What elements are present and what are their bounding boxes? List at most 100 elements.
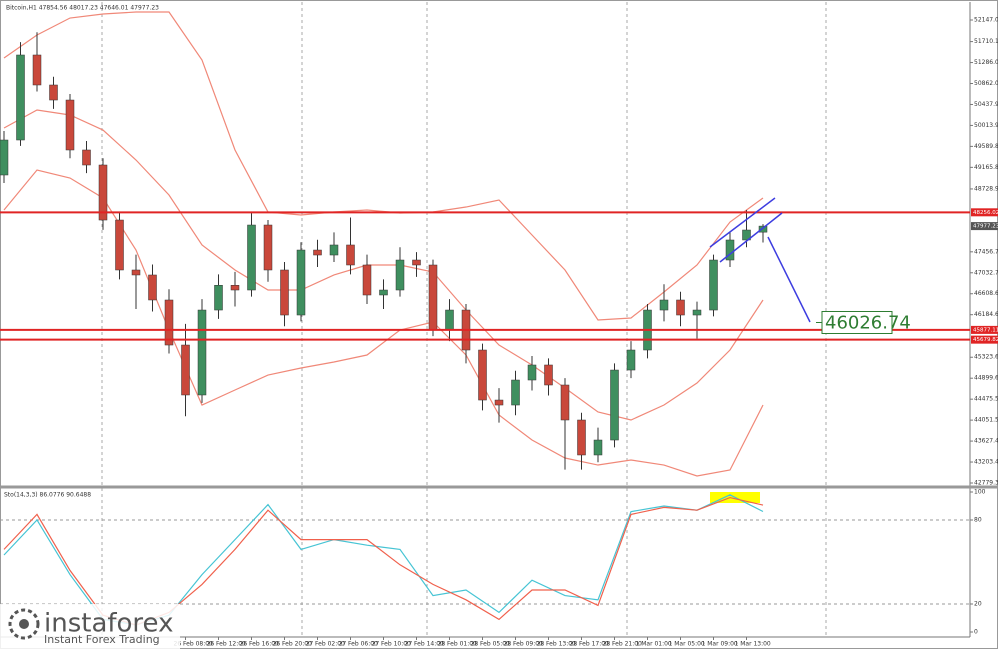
- y-tick-label: 44475.55: [974, 396, 998, 403]
- chart-title: Bitcoin,H1 47854.56 48017.23 47646.01 47…: [6, 5, 159, 12]
- tagline: Instant Forex Trading: [44, 633, 160, 646]
- level-label-bg: [971, 335, 998, 344]
- annotation-label: 46026.74: [825, 312, 911, 333]
- candle-body: [742, 229, 751, 241]
- candle-body: [197, 309, 207, 396]
- level-label-bg: [971, 325, 998, 334]
- x-tick-label: 1 Mar 13:00: [735, 641, 771, 648]
- x-tick-label: 26 Feb 20:00: [273, 641, 313, 648]
- y-tick-label: 46184.60: [974, 311, 998, 318]
- x-tick-label: 28 Feb 13:00: [537, 641, 577, 648]
- level-label: 48256.02: [973, 210, 998, 216]
- candle-body: [346, 244, 355, 266]
- y-tick-label: 100: [974, 489, 986, 496]
- y-tick-label: 47032.70: [974, 269, 998, 276]
- candle-body: [16, 54, 25, 141]
- y-tick-label: 49165.80: [974, 164, 998, 171]
- candle-body: [758, 225, 768, 233]
- candle-body: [313, 249, 322, 256]
- candle-body: [692, 309, 702, 316]
- level-label: 45679.82: [973, 337, 998, 343]
- watermark: instaforex Instant Forex Trading: [0, 604, 180, 649]
- candle-body: [494, 399, 504, 406]
- candle-body: [709, 259, 718, 311]
- candle-body: [659, 299, 669, 311]
- candle-body: [115, 219, 124, 271]
- candle-body: [49, 84, 58, 101]
- stoch-title: Sto(14,3,3) 86.0776 90.6488: [4, 492, 91, 499]
- x-tick-label: 26 Feb 08:00: [174, 641, 214, 648]
- candle-body: [98, 164, 108, 221]
- y-tick-label: 45323.65: [974, 354, 998, 361]
- y-tick-label: 43203.40: [974, 459, 998, 466]
- x-tick-label: 26 Feb 16:00: [240, 641, 280, 648]
- candle-body: [329, 244, 339, 256]
- candle-body: [478, 349, 487, 401]
- level-label: 45877.11: [973, 327, 998, 333]
- candle-body: [560, 384, 570, 421]
- candle-body: [511, 379, 520, 406]
- x-tick-label: 27 Feb 02:00: [306, 641, 346, 648]
- candle-body: [527, 364, 537, 381]
- x-tick-label: 1 Mar 01:00: [636, 641, 672, 648]
- x-tick-label: 27 Feb 14:00: [405, 641, 445, 648]
- candle-body: [247, 224, 256, 291]
- candle-body: [82, 149, 91, 166]
- candle-body: [428, 264, 438, 331]
- candle-body: [610, 369, 619, 441]
- separators: [101, 2, 827, 637]
- x-tick-label: 28 Feb 05:00: [471, 641, 511, 648]
- last-price-bg: [971, 222, 998, 231]
- x-tick-label: 28 Feb 21:00: [603, 641, 643, 648]
- candle-body: [164, 299, 174, 346]
- candle-body: [131, 269, 141, 276]
- y-tick-label: 47456.75: [974, 248, 998, 255]
- y-tick-label: 46608.65: [974, 290, 998, 297]
- candle-body: [214, 285, 223, 311]
- x-tick-label: 28 Feb 09:00: [504, 641, 544, 648]
- y-tick-label: 0: [974, 629, 978, 636]
- candle-body: [263, 224, 273, 271]
- candle-body: [362, 264, 372, 296]
- axes: 52147.00 51710.10 51286.05 50862.00 50437.95…: [174, 17, 998, 648]
- level-label-bg: [971, 208, 998, 217]
- candle-body: [445, 309, 454, 331]
- x-tick-label: 26 Feb 12:00: [207, 641, 247, 648]
- candle-body: [544, 364, 553, 386]
- candle-body: [280, 269, 289, 316]
- candle-body: [296, 249, 306, 316]
- candle-body: [379, 289, 388, 296]
- annotation-box: [821, 310, 893, 334]
- brand: instaforex: [44, 609, 173, 639]
- candle-body: [32, 54, 42, 86]
- band-lower: [3, 169, 764, 477]
- candle-body: [181, 344, 190, 396]
- y-tick-label: 50437.95: [974, 101, 998, 108]
- candle-body: [65, 99, 75, 151]
- candle-body: [626, 349, 636, 371]
- candle-body: [676, 299, 685, 316]
- last-price-label: 47977.23: [973, 224, 998, 230]
- y-tick-label: 49589.85: [974, 143, 998, 150]
- candle-body: [593, 439, 603, 456]
- candle-body: [230, 285, 240, 291]
- x-tick-label: 28 Feb 01:00: [438, 641, 478, 648]
- x-tick-label: 1 Mar 05:00: [669, 641, 705, 648]
- y-tick-label: 43627.45: [974, 438, 998, 445]
- x-tick-label: 1 Mar 09:00: [702, 641, 738, 648]
- y-tick-label: 50013.90: [974, 122, 998, 129]
- drawn-lines: [709, 197, 811, 323]
- y-tick-label: 44051.50: [974, 417, 998, 424]
- band-middle: [3, 109, 764, 421]
- y-tick-label: 20: [974, 601, 982, 608]
- y-tick-label: 51710.10: [974, 38, 998, 45]
- y-tick-label: 42779.36: [974, 480, 998, 487]
- y-tick-label: 80: [974, 517, 982, 524]
- candle-body: [395, 259, 405, 291]
- y-tick-label: 51286.05: [974, 59, 998, 66]
- y-tick-label: 48728.90: [974, 185, 998, 192]
- x-tick-label: 27 Feb 06:00: [339, 641, 379, 648]
- candle-body: [148, 274, 157, 301]
- candle-body: [412, 259, 421, 266]
